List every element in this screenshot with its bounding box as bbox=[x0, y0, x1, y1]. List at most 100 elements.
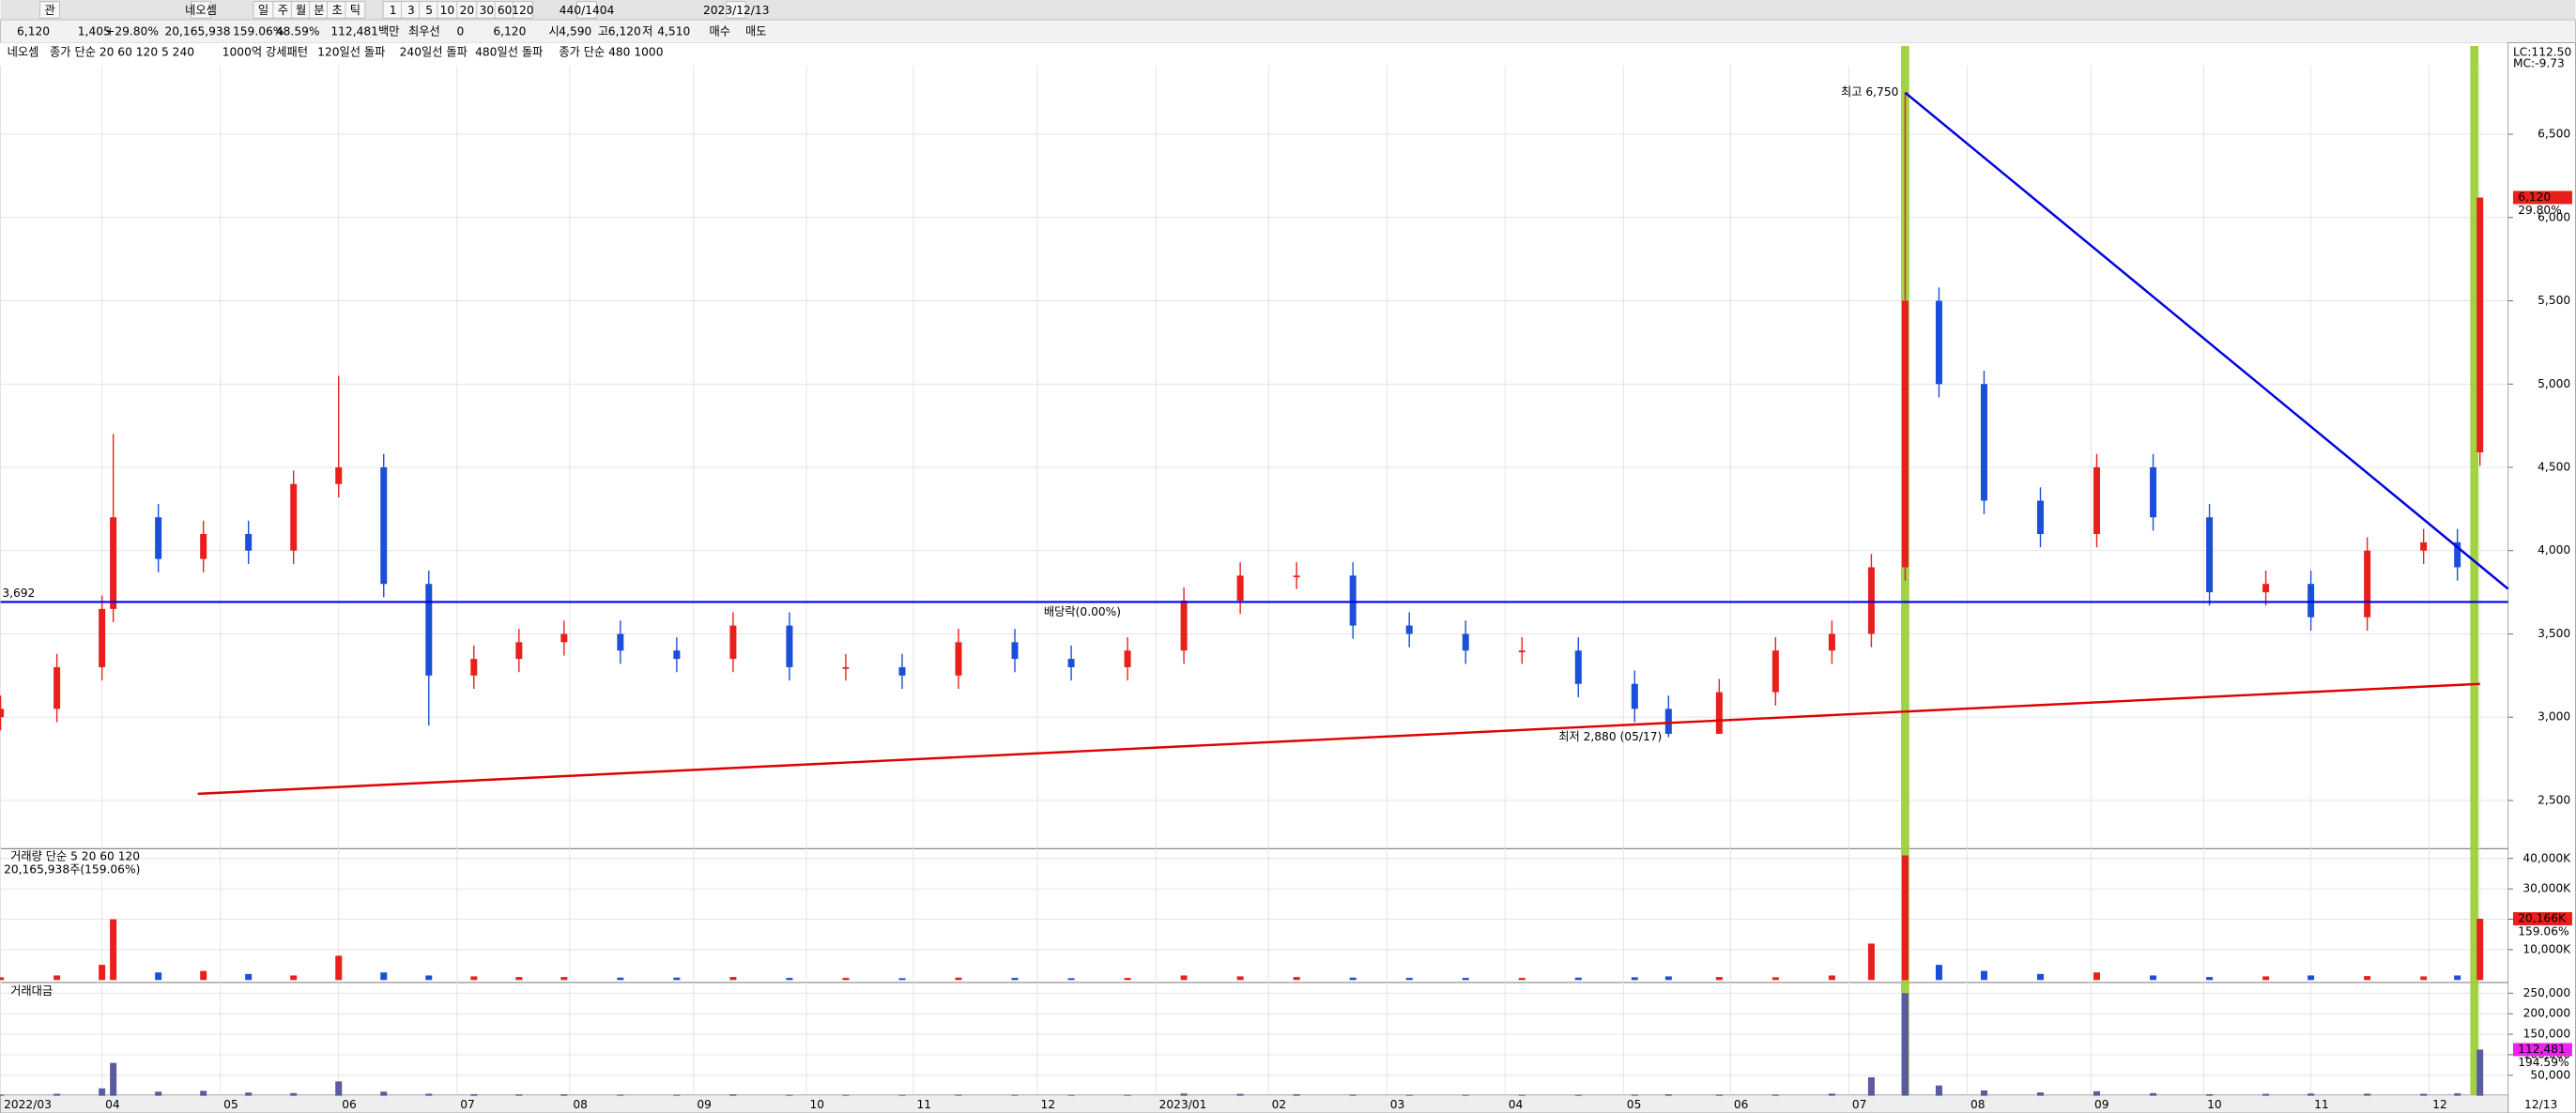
candle-body bbox=[110, 517, 117, 609]
volume-bar bbox=[1664, 976, 1672, 981]
candle-body bbox=[729, 625, 737, 660]
toolbar-button[interactable] bbox=[512, 1, 533, 19]
candle-body bbox=[560, 633, 568, 643]
toolbar-button[interactable] bbox=[576, 1, 597, 19]
candle-body bbox=[2476, 197, 2484, 453]
x-tick-label: 04 bbox=[1509, 1098, 1524, 1111]
volume-bar bbox=[1180, 1093, 1188, 1096]
toolbar-item[interactable]: 30 bbox=[480, 4, 495, 17]
candle-body bbox=[1901, 300, 1909, 568]
volume-bar bbox=[2454, 975, 2461, 981]
toolbar-button[interactable] bbox=[345, 1, 366, 19]
volume-bar bbox=[2420, 1093, 2428, 1096]
candle-body bbox=[425, 584, 433, 676]
annotation: 최고 6,750 bbox=[1841, 85, 1898, 99]
x-tick-label: 05 bbox=[1627, 1098, 1642, 1111]
candle-body bbox=[1124, 650, 1131, 667]
candle-body bbox=[2206, 517, 2214, 593]
volume-bar bbox=[786, 1094, 793, 1096]
toolbar-item[interactable]: 네오셈 bbox=[185, 4, 217, 17]
volume-bar bbox=[1574, 977, 1582, 981]
volume-bar bbox=[1828, 1093, 1835, 1096]
toolbar-item[interactable]: 주 bbox=[278, 4, 288, 17]
info-bar-bg bbox=[0, 19, 2576, 43]
volume-bar bbox=[2206, 977, 2214, 981]
candle-body bbox=[1771, 650, 1779, 693]
info-item: 시 bbox=[548, 25, 559, 38]
price-marker bbox=[2512, 191, 2572, 205]
volume-bar bbox=[1828, 975, 1835, 981]
volume-bar bbox=[2036, 973, 2044, 981]
volume-bar bbox=[2420, 976, 2428, 981]
legend-item: 240일선 돌파 bbox=[400, 45, 468, 58]
volume-bar bbox=[515, 977, 523, 981]
price-marker-sub: 159.06% bbox=[2518, 925, 2568, 938]
info-item: 6,120 bbox=[608, 25, 641, 38]
x-tick-label: 07 bbox=[460, 1098, 475, 1111]
volume-bar bbox=[2093, 972, 2101, 981]
volume-bar bbox=[110, 919, 117, 981]
price-marker-sub: 194.59% bbox=[2518, 1056, 2568, 1069]
toolbar-item[interactable]: 1 bbox=[390, 4, 397, 17]
volume-bar bbox=[1771, 977, 1779, 981]
info-item: 1,405 bbox=[78, 25, 111, 38]
y-tick-label: 40,000K bbox=[2522, 851, 2571, 864]
x-tick-label: 06 bbox=[1734, 1098, 1749, 1111]
x-tick-label: 2023/01 bbox=[1159, 1098, 1207, 1111]
toolbar-item[interactable]: 일 bbox=[258, 4, 268, 17]
volume-bar bbox=[110, 1062, 117, 1096]
volume-bar bbox=[2476, 919, 2484, 981]
x-tick-label: 04 bbox=[105, 1098, 120, 1111]
toolbar-item[interactable]: 60 bbox=[498, 4, 513, 17]
volume-bar bbox=[2093, 1090, 2101, 1096]
toolbar-button[interactable] bbox=[39, 1, 60, 19]
candle-body bbox=[99, 608, 106, 667]
toolbar-item[interactable]: 2023/12/13 bbox=[703, 4, 770, 17]
volume-bar bbox=[560, 1094, 568, 1096]
x-tick-label: 05 bbox=[223, 1098, 238, 1111]
toolbar-button[interactable] bbox=[191, 1, 211, 19]
toolbar-item[interactable]: 440/1404 bbox=[560, 4, 615, 17]
candle-body bbox=[898, 666, 906, 676]
info-item: 매도 bbox=[745, 25, 767, 38]
candle-body bbox=[1867, 567, 1875, 634]
candle-body bbox=[155, 517, 162, 559]
toolbar-item[interactable]: 5 bbox=[425, 4, 433, 17]
volume-bar bbox=[1935, 1085, 1942, 1096]
toolbar-item[interactable]: 분 bbox=[314, 4, 324, 17]
candle-body bbox=[1631, 683, 1638, 709]
y-tick-label: 4,000 bbox=[2538, 543, 2570, 556]
toolbar-item[interactable]: 120 bbox=[512, 4, 533, 17]
x-axis-bg bbox=[0, 1094, 2509, 1113]
toolbar-item[interactable]: 10 bbox=[440, 4, 455, 17]
x-tick-label: 09 bbox=[697, 1098, 712, 1111]
info-item: 159.06% bbox=[233, 25, 284, 38]
volume-bar bbox=[898, 1094, 906, 1096]
highlight-band bbox=[2470, 45, 2479, 1095]
support-label: 3,692 bbox=[2, 587, 35, 600]
volume-bar bbox=[290, 975, 298, 981]
candle-body bbox=[842, 666, 850, 669]
toolbar-item[interactable]: 관 bbox=[44, 4, 54, 17]
candle-body bbox=[200, 533, 207, 559]
volume-bar bbox=[1771, 1094, 1779, 1096]
legend-item: 480일선 돌파 bbox=[475, 45, 543, 58]
volume-bar bbox=[1664, 1094, 1672, 1096]
toolbar-button[interactable] bbox=[726, 1, 747, 19]
trend-line bbox=[1904, 91, 2509, 590]
volume-bar bbox=[380, 972, 388, 981]
toolbar-item[interactable]: 20 bbox=[460, 4, 475, 17]
candle-body bbox=[245, 533, 253, 551]
toolbar-item[interactable]: 월 bbox=[296, 4, 306, 17]
volume-bar bbox=[1236, 976, 1244, 981]
candle-body bbox=[955, 642, 962, 676]
volume-bar bbox=[1518, 978, 1526, 981]
volume-bar bbox=[1067, 978, 1075, 981]
toolbar-item[interactable]: 3 bbox=[407, 4, 415, 17]
toolbar-item[interactable]: 초 bbox=[332, 4, 343, 17]
toolbar-item[interactable]: 틱 bbox=[350, 4, 360, 17]
volume-bar bbox=[2150, 975, 2157, 981]
candle-body bbox=[1180, 600, 1188, 651]
volume-bar bbox=[1180, 975, 1188, 981]
volume-bar bbox=[673, 977, 681, 981]
